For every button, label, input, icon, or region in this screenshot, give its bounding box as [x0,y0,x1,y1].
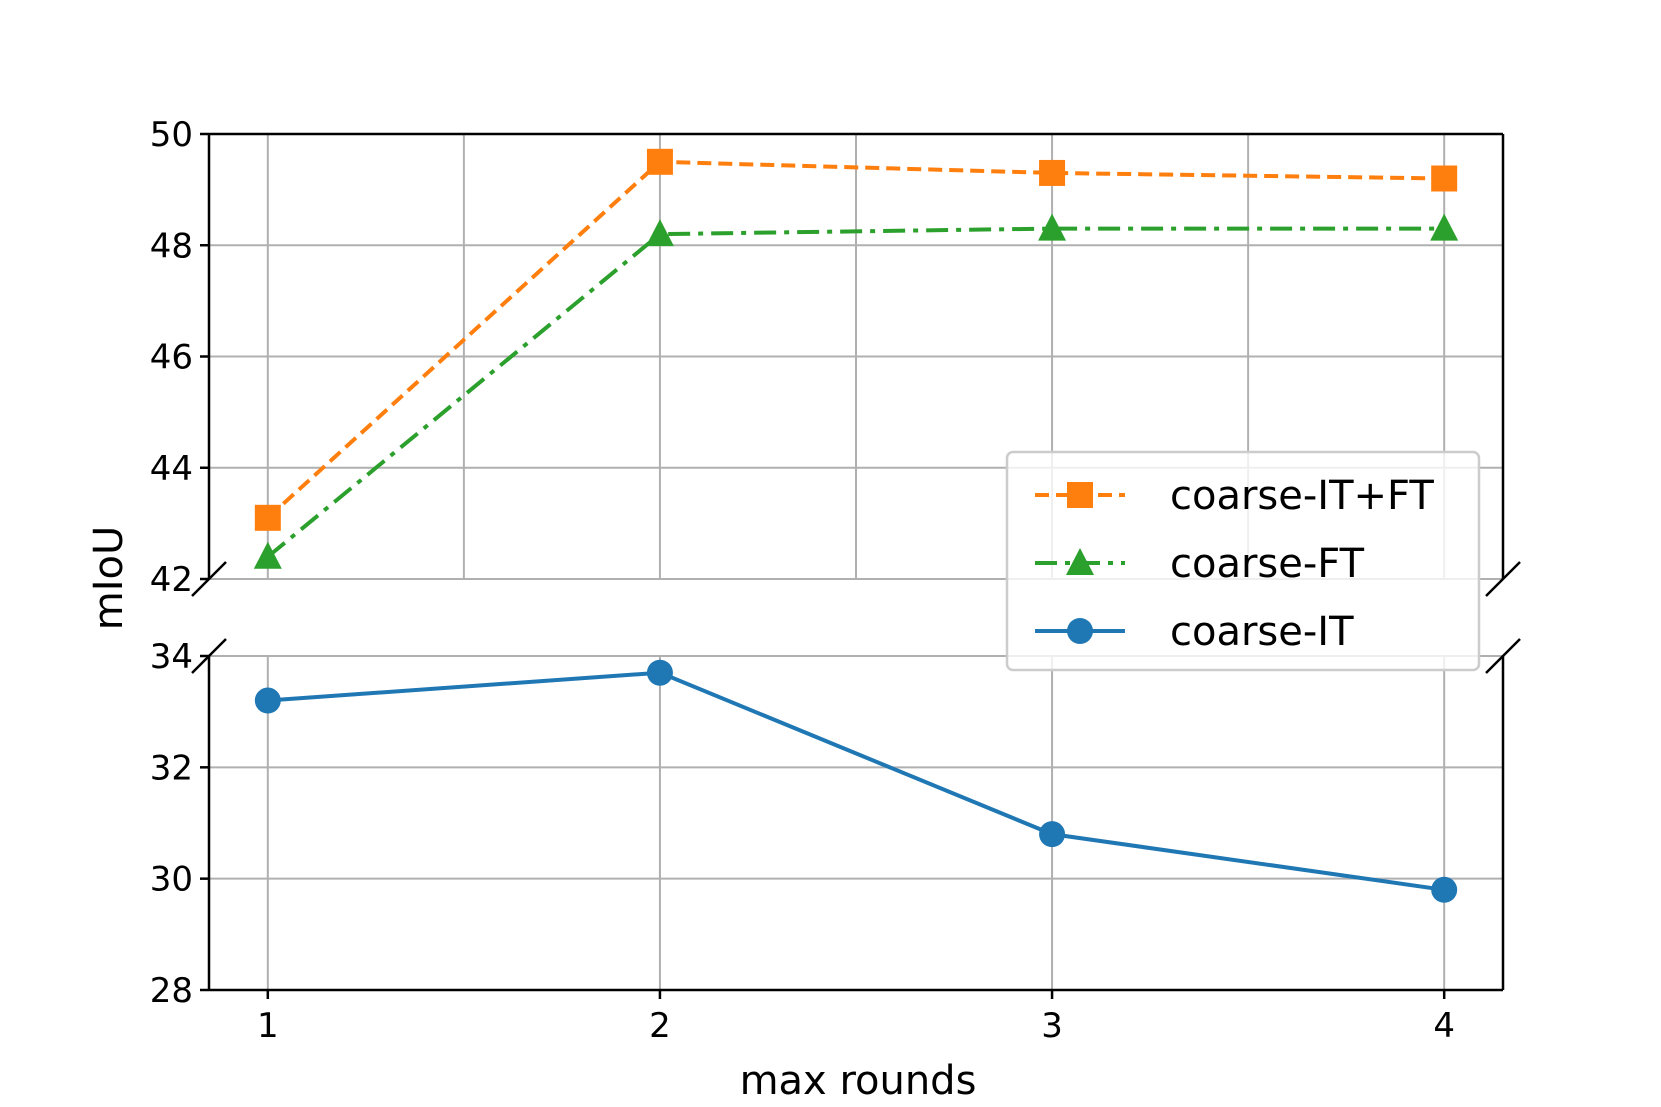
data-point-coarse-ft [253,541,282,569]
axis-break-right-lower [1485,638,1521,674]
y-tick-label-lower: 28 [150,971,193,1011]
x-axis-label: max rounds [740,1058,977,1104]
series-coarse-ft [253,213,1459,569]
x-tick-label: 3 [1041,1006,1063,1046]
y-tick-label-lower: 32 [150,748,193,788]
data-point-coarse-it-ft [254,504,281,531]
data-point-coarse-ft [1038,213,1067,241]
data-point-coarse-it-ft [1431,165,1458,192]
y-tick-label-upper: 46 [150,338,193,378]
series-layer [253,148,1459,903]
x-tick-label: 2 [649,1006,671,1046]
legend-label-coarse-it: coarse-IT [1170,609,1354,655]
y-tick-label-lower: 30 [150,860,193,900]
y-tick-label-upper: 44 [150,449,193,489]
legend-marker-coarse-ft [1066,548,1094,575]
data-point-coarse-ft [645,219,674,247]
data-point-coarse-ft [1430,213,1459,241]
data-point-coarse-it-ft [1039,159,1066,186]
series-coarse-it [254,659,1458,903]
legend-box [1005,450,1481,672]
series-coarse-it-ft [254,148,1458,531]
y-tick-label-upper: 42 [150,560,193,600]
axis-break-left-upper [191,561,227,597]
legend-label-coarse-ft: coarse-FT [1170,541,1365,587]
y-tick-label-upper: 50 [150,115,193,155]
data-point-coarse-it [254,687,281,714]
y-axis-label: mIoU [86,526,132,631]
x-tick-label: 4 [1433,1006,1455,1046]
x-tick-label: 1 [257,1006,279,1046]
axis-break-left-lower [191,638,227,674]
y-tick-label-upper: 48 [150,226,193,266]
series-line-coarse-it-ft [266,159,1445,520]
data-point-coarse-it-ft [646,148,673,175]
data-point-coarse-it [1039,821,1066,848]
series-line-coarse-ft [266,226,1445,559]
legend-marker-coarse-it [1067,618,1093,644]
data-point-coarse-it [1431,876,1458,903]
legend-label-coarse-it-ft: coarse-IT+FT [1170,473,1434,519]
y-tick-label-lower: 34 [150,637,193,677]
legend-layer: coarse-IT+FT coarse-FT coarse-IT [1005,450,1481,672]
axis-break-right-upper [1485,561,1521,597]
series-line-coarse-it [267,670,1445,892]
legend-marker-coarse-it-ft [1067,482,1093,508]
data-point-coarse-it [646,659,673,686]
